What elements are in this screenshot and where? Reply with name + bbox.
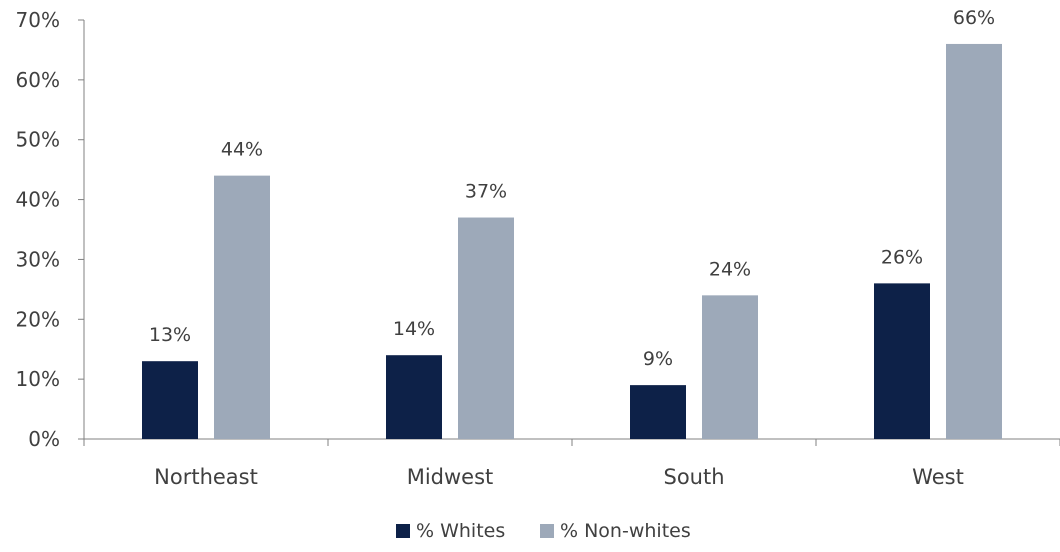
- bar-whites: [386, 355, 442, 439]
- y-tick-label: 60%: [16, 68, 60, 92]
- data-label: 9%: [643, 348, 673, 370]
- data-labels-group: 13% 44% 14% 37% 9% 24% 26% 66%: [149, 7, 995, 370]
- data-label: 37%: [465, 181, 507, 203]
- y-tick-label: 50%: [16, 128, 60, 152]
- bars-group: [142, 43, 1002, 439]
- y-tick-label: 10%: [16, 367, 60, 391]
- x-category-label: Northeast: [154, 465, 258, 489]
- bar-whites: [142, 361, 198, 439]
- y-axis: 0% 10% 20% 30% 40% 50% 60% 70%: [16, 8, 85, 451]
- bar-whites: [874, 283, 930, 439]
- bar-non-whites: [946, 43, 1002, 439]
- data-label: 24%: [709, 258, 751, 280]
- legend-label: % Non-whites: [560, 520, 691, 542]
- data-label: 66%: [953, 7, 995, 29]
- y-tick-label: 40%: [16, 188, 60, 212]
- legend-swatch: [540, 524, 554, 538]
- x-axis: Northeast Midwest South West: [83, 438, 1060, 489]
- bar-whites: [630, 385, 686, 439]
- y-tick-label: 70%: [16, 8, 60, 32]
- bar-non-whites: [702, 295, 758, 439]
- y-tick-label: 20%: [16, 307, 60, 331]
- data-label: 13%: [149, 324, 191, 346]
- x-category-label: West: [912, 465, 964, 489]
- x-category-label: South: [663, 465, 724, 489]
- legend-swatch: [396, 524, 410, 538]
- y-tick-label: 0%: [28, 427, 60, 451]
- bar-non-whites: [214, 175, 270, 439]
- data-label: 26%: [881, 246, 923, 268]
- legend-label: % Whites: [416, 520, 505, 542]
- bar-non-whites: [458, 217, 514, 439]
- legend: % Whites % Non-whites: [396, 520, 691, 542]
- y-tick-label: 30%: [16, 247, 60, 271]
- data-label: 44%: [221, 139, 263, 161]
- x-category-label: Midwest: [407, 465, 494, 489]
- data-label: 14%: [393, 318, 435, 340]
